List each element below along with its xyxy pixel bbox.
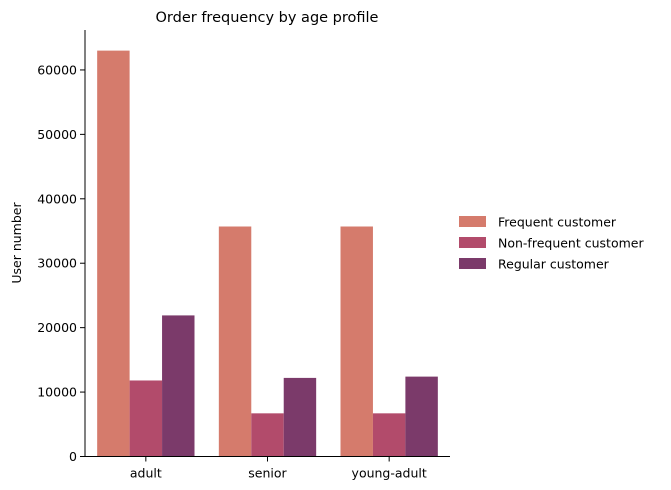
x-tick-label-adult: adult — [130, 466, 162, 481]
x-tick-label-senior: senior — [248, 466, 287, 481]
legend-swatch-non-frequent-customer — [459, 237, 486, 248]
bar-non-frequent-customer-young-adult — [372, 413, 406, 457]
y-tick-label: 0 — [69, 449, 77, 464]
bar-non-frequent-customer-adult — [129, 380, 163, 457]
bar-frequent-customer-young-adult — [340, 226, 373, 457]
y-tick-label: 40000 — [37, 191, 77, 206]
y-tick-label: 50000 — [37, 127, 77, 142]
legend-label-frequent-customer: Frequent customer — [498, 215, 617, 230]
legend-swatch-regular-customer — [459, 258, 486, 269]
chart-title: Order frequency by age profile — [156, 10, 379, 26]
legend-swatch-frequent-customer — [459, 216, 486, 227]
legend: Frequent customer Non-frequent customer Re… — [459, 215, 644, 272]
bar-non-frequent-customer-senior — [251, 413, 284, 457]
legend-label-regular-customer: Regular customer — [498, 257, 610, 272]
bar-frequent-customer-senior — [218, 226, 252, 457]
y-tick-label: 30000 — [37, 256, 77, 271]
y-tick-label: 20000 — [37, 320, 77, 335]
bar-regular-customer-senior — [283, 377, 317, 457]
x-tick-label-young-adult: young-adult — [352, 466, 427, 481]
legend-label-non-frequent-customer: Non-frequent customer — [498, 236, 644, 251]
bar-frequent-customer-adult — [97, 50, 130, 457]
x-axis-ticks: adult senior young-adult — [130, 456, 427, 481]
bar-regular-customer-young-adult — [405, 376, 438, 457]
y-tick-label: 10000 — [37, 385, 77, 400]
y-axis-ticks: 0 10000 20000 30000 40000 50000 60000 — [37, 62, 85, 464]
y-tick-label: 60000 — [37, 62, 77, 77]
bar-regular-customer-adult — [162, 315, 195, 457]
y-axis-label: User number — [9, 202, 24, 284]
bars — [97, 50, 438, 457]
